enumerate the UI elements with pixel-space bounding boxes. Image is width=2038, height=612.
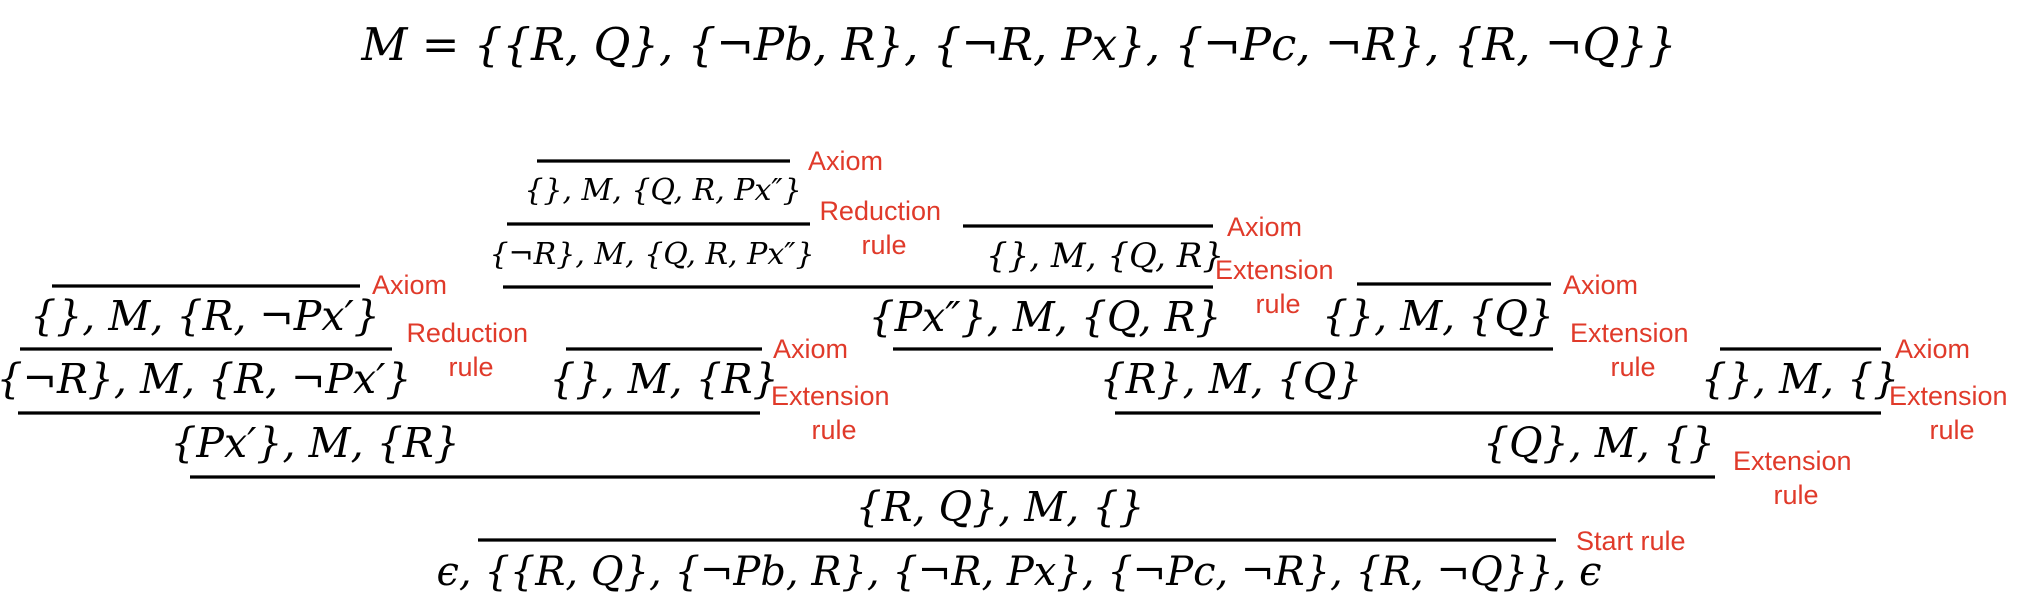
sequent-node-7: {}, M, {R} [549,355,778,403]
sequent-node-1: {}, M, {Q, R, Px″} [524,173,801,208]
inference-bars [18,159,1881,542]
sequent-node-8: {}, M, {Q} [1322,292,1554,340]
sequent-node-14: ϵ, {{R, Q}, {¬Pb, R}, {¬R, Px}, {¬Pc, ¬R… [437,549,1602,595]
rule-label-reduction-2: Reduction rule [406,318,535,382]
rule-label-axiom-1: Axiom [808,146,883,176]
sequent-node-3: {}, M, {Q, R} [986,236,1224,276]
rule-label-start: Start rule [1576,526,1686,556]
title-formula: M = {{R, Q}, {¬Pb, R}, {¬R, Px}, {¬Pc, ¬… [360,18,1676,71]
rule-label-extension-3: Extension rule [1570,318,1696,382]
rule-label-axiom-3: Axiom [372,270,447,300]
sequent-node-9: {R}, M, {Q} [1100,355,1363,403]
sequent-node-6: {¬R}, M, {R, ¬Px′} [0,355,412,403]
rule-label-axiom-2: Axiom [1227,212,1302,242]
rule-label-extension-2: Extension rule [771,381,897,445]
sequents: {}, M, {Q, R, Px″} {¬R}, M, {Q, R, Px″} … [0,173,1899,595]
rule-labels: Axiom Reduction rule Axiom Extension rul… [372,146,2015,556]
sequent-node-13: {R, Q}, M, {} [855,483,1144,531]
rule-label-reduction-1: Reduction rule [819,196,948,260]
rule-label-extension-4: Extension rule [1889,381,2015,445]
sequent-node-4: {Px″}, M, {Q, R} [869,293,1222,341]
sequent-node-5: {}, M, {R, ¬Px′} [30,292,380,340]
rule-label-axiom-4: Axiom [773,334,848,364]
sequent-node-11: {Px′}, M, {R} [170,419,459,467]
sequent-node-2: {¬R}, M, {Q, R, Px″} [489,237,814,272]
rule-label-axiom-5: Axiom [1563,270,1638,300]
sequent-node-12: {Q}, M, {} [1483,419,1715,467]
rule-label-extension-5: Extension rule [1733,446,1859,510]
sequent-node-10: {}, M, {} [1701,355,1899,403]
rule-label-axiom-6: Axiom [1895,334,1970,364]
rule-label-extension-1: Extension rule [1215,255,1341,319]
